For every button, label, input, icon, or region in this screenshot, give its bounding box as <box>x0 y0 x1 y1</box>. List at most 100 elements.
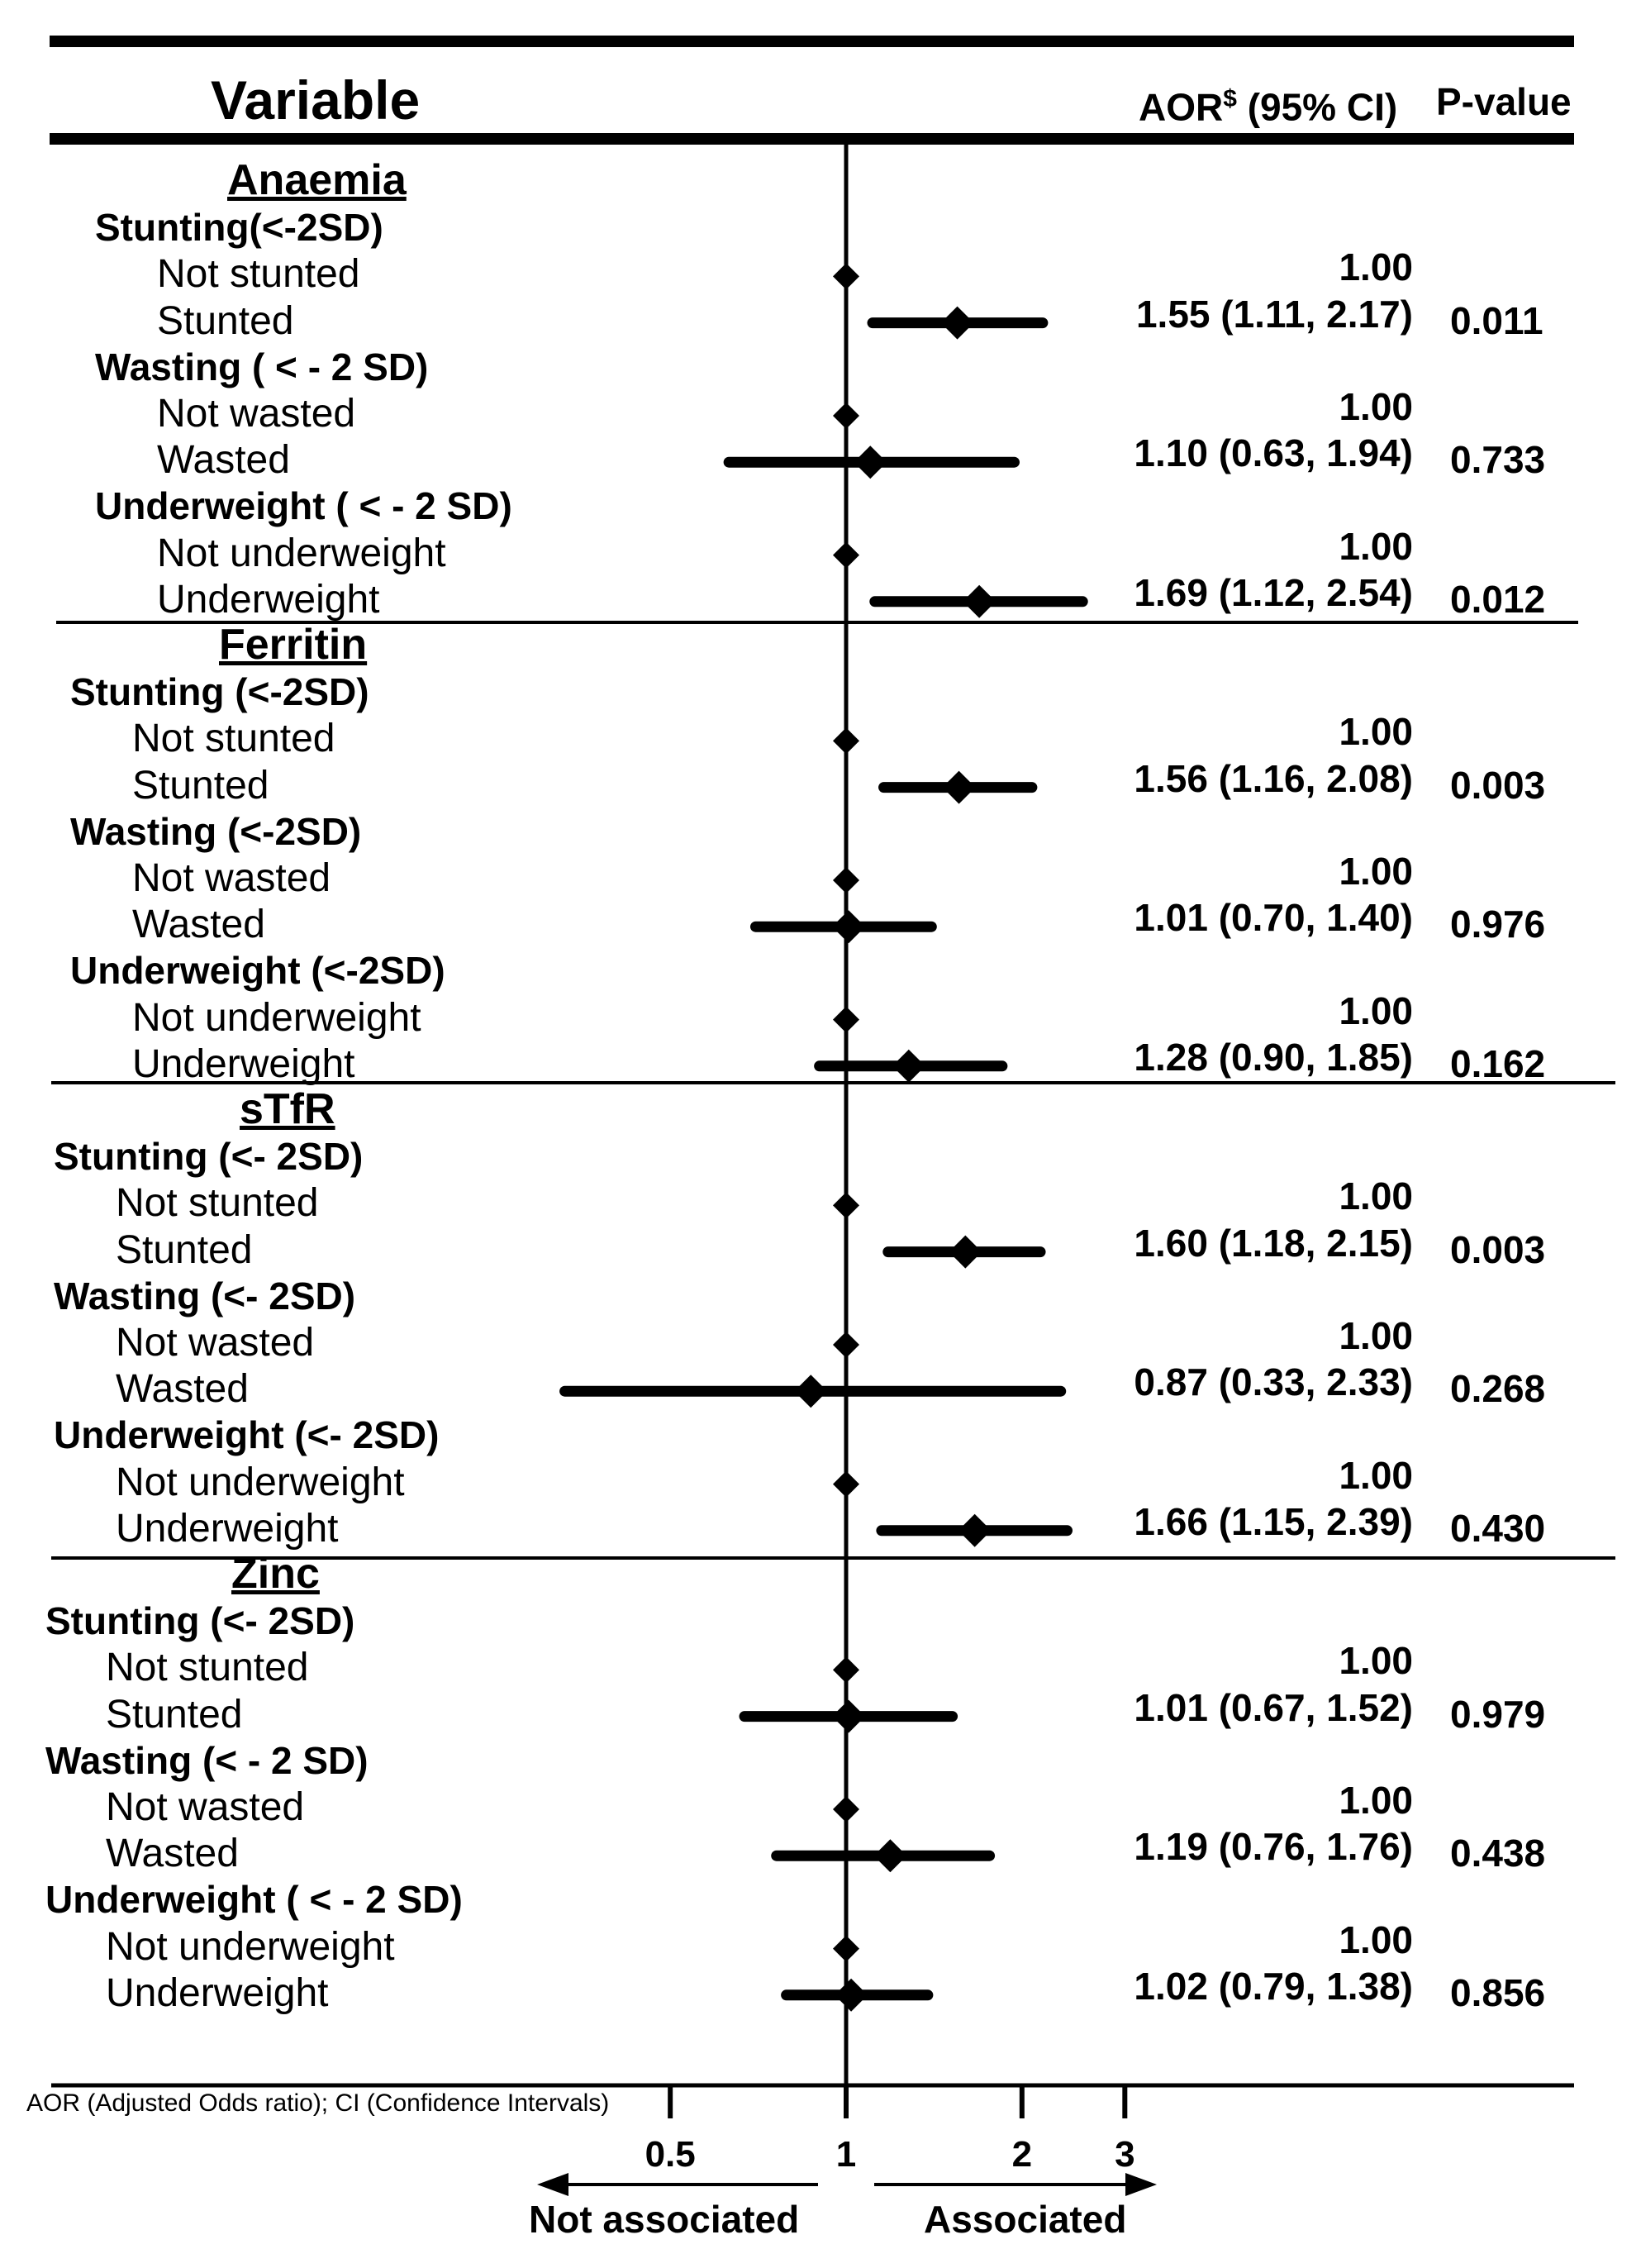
row-label: Not underweight <box>132 995 421 1040</box>
footnote: AOR (Adjusted Odds ratio); CI (Confidenc… <box>26 2089 610 2117</box>
row-label: Underweight <box>116 1506 339 1551</box>
x-tick-label: 3 <box>1115 2134 1135 2175</box>
p-value: 0.012 <box>1450 577 1546 621</box>
point-estimate-diamond <box>940 306 974 340</box>
group-label: Stunting (<- 2SD) <box>54 1135 364 1179</box>
aor-value: 1.66 (1.15, 2.39) <box>1134 1499 1413 1543</box>
aor-value: 1.10 (0.63, 1.94) <box>1134 431 1413 475</box>
row-label: Not stunted <box>132 717 335 761</box>
point-estimate-diamond <box>942 770 976 804</box>
aor-header-superscript: $ <box>1223 85 1237 112</box>
row-label: Wasted <box>116 1367 249 1412</box>
row-label: Not underweight <box>116 1460 405 1504</box>
variable-column-header: Variable <box>211 69 421 131</box>
aor-value: 1.69 (1.12, 2.54) <box>1134 570 1413 614</box>
aor-value: 1.00 <box>1339 1639 1413 1683</box>
aor-value: 1.00 <box>1339 1174 1413 1218</box>
group-label: Underweight (<- 2SD) <box>54 1413 440 1457</box>
section-title: Zinc <box>231 1550 320 1598</box>
aor-value: 1.60 (1.18, 2.15) <box>1134 1221 1413 1265</box>
aor-value: 1.00 <box>1339 245 1413 289</box>
aor-value: 1.55 (1.11, 2.17) <box>1135 292 1413 336</box>
row-label: Stunted <box>157 298 294 343</box>
point-estimate-diamond <box>963 584 996 618</box>
point-estimate-diamond <box>794 1375 828 1408</box>
group-label: Stunting(<-2SD) <box>95 206 383 250</box>
row-label: Not wasted <box>132 856 331 900</box>
aor-header-suffix: (95% CI) <box>1236 85 1398 129</box>
aor-value: 1.28 (0.90, 1.85) <box>1134 1035 1413 1079</box>
row-label: Underweight <box>106 1970 329 2015</box>
x-tick-label: 1 <box>835 2134 857 2175</box>
point-estimate-diamond <box>854 446 887 479</box>
not-associated-label: Not associated <box>529 2198 800 2241</box>
pvalue-column-header: P-value <box>1436 80 1572 123</box>
aor-column-header: AOR$ (95% CI) <box>1139 87 1397 126</box>
group-label: Underweight (<-2SD) <box>70 949 445 993</box>
p-value: 0.162 <box>1450 1041 1546 1085</box>
p-value: 0.003 <box>1450 763 1546 807</box>
point-estimate-diamond <box>892 1049 925 1083</box>
p-value: 0.733 <box>1450 438 1546 482</box>
point-estimate-diamond <box>832 910 866 944</box>
row-label: Wasted <box>132 903 265 947</box>
p-value: 0.011 <box>1450 298 1543 342</box>
aor-value: 1.02 (0.79, 1.38) <box>1134 1964 1413 2008</box>
x-tick-label: 2 <box>1011 2134 1033 2175</box>
aor-value: 1.00 <box>1339 385 1413 428</box>
row-label: Stunted <box>132 763 269 808</box>
row-label: Not wasted <box>106 1785 305 1829</box>
point-estimate-diamond <box>832 1699 866 1733</box>
row-label: Wasted <box>106 1832 239 1876</box>
group-label: Wasting ( < - 2 SD) <box>95 345 429 388</box>
aor-value: 1.01 (0.70, 1.40) <box>1134 896 1413 940</box>
p-value: 0.976 <box>1450 903 1546 946</box>
row-label: Underweight <box>132 1041 355 1086</box>
section-title: sTfR <box>240 1085 335 1133</box>
not-associated-arrow-head <box>537 2173 568 2196</box>
aor-value: 1.00 <box>1339 524 1413 568</box>
aor-value: 1.00 <box>1339 1779 1413 1822</box>
p-value: 0.438 <box>1450 1832 1546 1875</box>
row-label: Not stunted <box>157 252 360 297</box>
group-label: Underweight ( < - 2 SD) <box>95 484 512 528</box>
p-value: 0.856 <box>1450 1970 1546 2014</box>
row-label: Stunted <box>106 1692 243 1737</box>
p-value: 0.268 <box>1450 1367 1546 1411</box>
row-label: Not stunted <box>106 1646 309 1690</box>
row-label: Not wasted <box>157 392 356 436</box>
point-estimate-diamond <box>835 1978 868 2012</box>
row-label: Not underweight <box>157 531 446 575</box>
row-label: Wasted <box>157 438 290 483</box>
aor-value: 1.00 <box>1339 710 1413 754</box>
row-label: Not underweight <box>106 1924 395 1969</box>
group-label: Underweight ( < - 2 SD) <box>45 1878 463 1922</box>
point-estimate-diamond <box>873 1839 907 1873</box>
p-value: 0.003 <box>1450 1227 1546 1271</box>
aor-header-prefix: AOR <box>1139 85 1224 129</box>
group-label: Stunting (<- 2SD) <box>45 1599 355 1643</box>
point-estimate-diamond <box>958 1513 992 1547</box>
row-label: Underweight <box>157 577 380 622</box>
p-value: 0.979 <box>1450 1692 1546 1736</box>
p-value: 0.430 <box>1450 1506 1546 1550</box>
aor-value: 1.19 (0.76, 1.76) <box>1134 1825 1413 1869</box>
aor-value: 1.00 <box>1339 989 1413 1032</box>
section-title: Anaemia <box>227 156 407 204</box>
associated-label: Associated <box>924 2198 1127 2241</box>
group-label: Wasting (<- 2SD) <box>54 1274 356 1317</box>
aor-value: 1.56 (1.16, 2.08) <box>1134 756 1413 800</box>
row-label: Stunted <box>116 1227 253 1272</box>
aor-value: 1.00 <box>1339 1918 1413 1961</box>
aor-value: 1.01 (0.67, 1.52) <box>1134 1685 1413 1729</box>
row-label: Not wasted <box>116 1321 315 1365</box>
aor-value: 1.00 <box>1339 850 1413 893</box>
x-tick-label: 0.5 <box>645 2134 696 2175</box>
group-label: Stunting (<-2SD) <box>70 670 369 714</box>
row-label: Not stunted <box>116 1181 319 1226</box>
section-title: Ferritin <box>219 621 368 669</box>
associated-arrow-head <box>1125 2173 1157 2196</box>
group-label: Wasting (<-2SD) <box>70 809 362 853</box>
